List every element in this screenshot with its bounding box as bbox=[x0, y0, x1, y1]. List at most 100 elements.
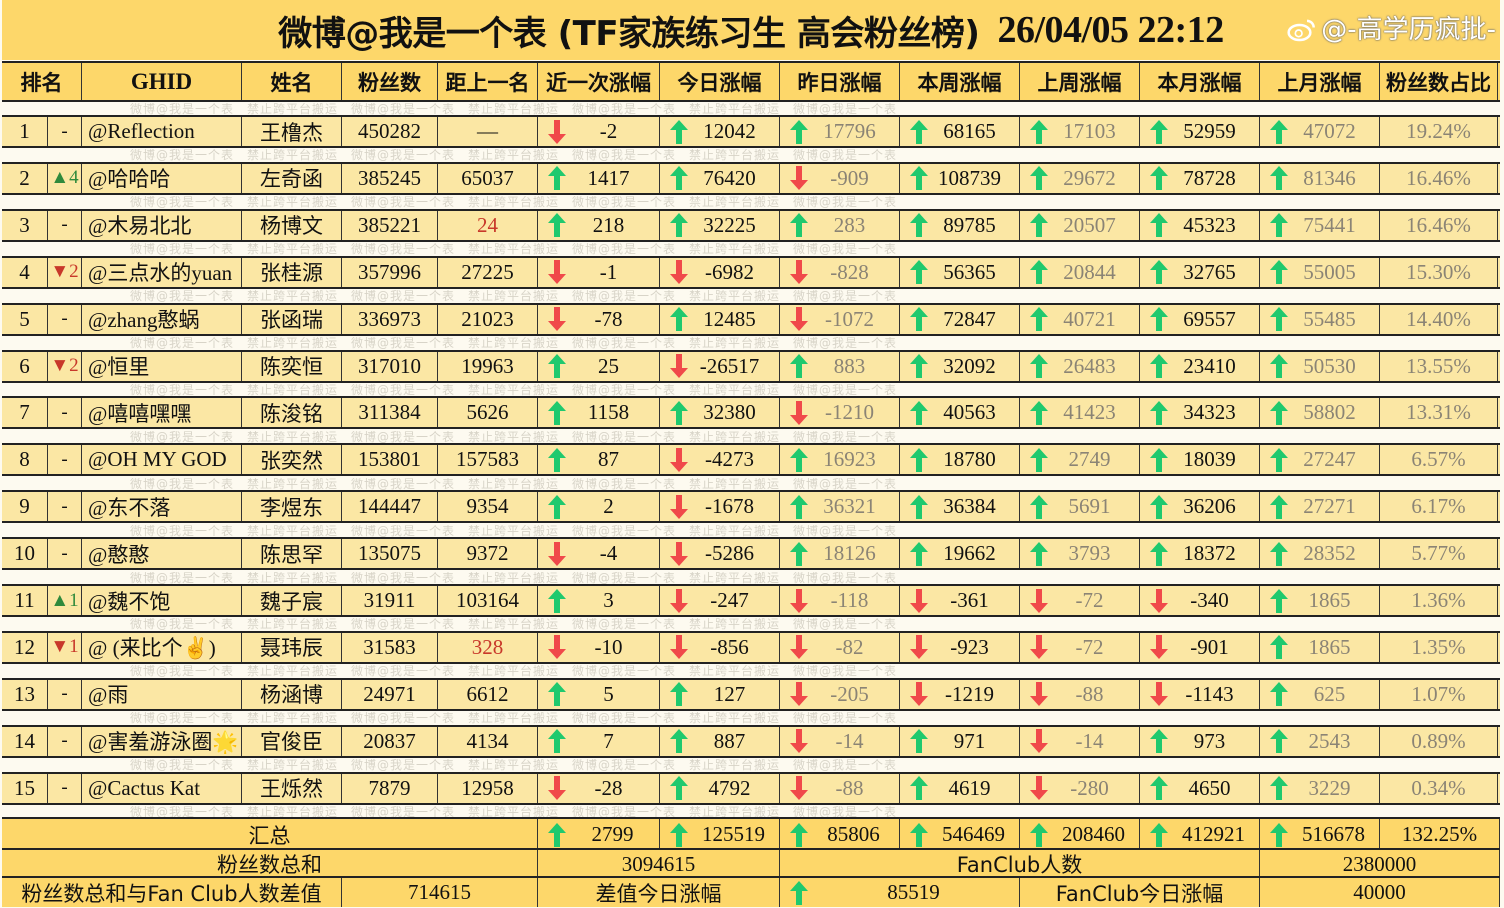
arrow-up-icon bbox=[910, 447, 928, 472]
ghid: @Cactus Kat bbox=[82, 773, 242, 803]
arrow-down-icon bbox=[670, 260, 688, 285]
column-header[interactable]: GHID bbox=[82, 63, 242, 100]
week-change: 89785 bbox=[900, 210, 1020, 240]
column-header[interactable]: 姓名 bbox=[242, 63, 342, 100]
member-name: 张桂源 bbox=[242, 257, 342, 287]
arrow-up-icon bbox=[1270, 354, 1288, 378]
footer-row: 粉丝数总和与Fan Club人数差值 714615 差值今日涨幅 85519 FanCl… bbox=[2, 876, 1500, 907]
summary-value: 2799 bbox=[538, 819, 660, 850]
watermark-text: 微博@我是一个表 禁止跨平台搬运 微博@我是一个表 禁止跨平台搬运 微博@我是一… bbox=[130, 337, 898, 349]
ghid: @OH MY GOD bbox=[82, 445, 242, 475]
watermark-text: 微博@我是一个表 禁止跨平台搬运 微博@我是一个表 禁止跨平台搬运 微博@我是一… bbox=[130, 149, 898, 162]
rank-change: - bbox=[48, 492, 82, 522]
footer-row: 汇总 2799 125519 85806 546469 208460 412921 51667… bbox=[2, 817, 1500, 850]
week-change: 108739 bbox=[900, 163, 1020, 193]
yesterday-change: -909 bbox=[780, 163, 900, 193]
fan-share: 6.17% bbox=[1380, 492, 1498, 522]
yesterday-change: 17796 bbox=[780, 117, 900, 146]
member-name: 杨涵博 bbox=[242, 679, 342, 709]
gap-to-previous: 21023 bbox=[438, 304, 538, 334]
fanclub-today-label: FanClub今日涨幅 bbox=[1020, 878, 1260, 907]
column-header[interactable]: 近一次涨幅 bbox=[538, 63, 660, 100]
last-month-change: 47072 bbox=[1260, 117, 1380, 146]
gap-to-previous: 4134 bbox=[438, 726, 538, 756]
member-name: 左奇函 bbox=[242, 163, 342, 193]
table-row: 2 ▲4 @哈哈哈 左奇函 385245 65037 1417 76420 -909 108739… bbox=[2, 161, 1500, 195]
fan-share: 0.34% bbox=[1380, 773, 1498, 803]
last-week-change: 29672 bbox=[1020, 163, 1140, 193]
watermark-text: 微博@我是一个表 禁止跨平台搬运 微博@我是一个表 禁止跨平台搬运 微博@我是一… bbox=[130, 571, 898, 584]
yesterday-change: -205 bbox=[780, 679, 900, 709]
gap-to-previous: 328 bbox=[438, 632, 538, 662]
column-header[interactable]: 排名 bbox=[2, 63, 82, 100]
arrow-up-icon bbox=[790, 213, 808, 238]
fan-count: 385221 bbox=[342, 210, 438, 240]
arrow-up-icon bbox=[548, 400, 566, 425]
fan-share: 6.57% bbox=[1380, 445, 1498, 475]
column-header[interactable]: 粉丝数 bbox=[342, 63, 438, 100]
watermark-text: 微博@我是一个表 禁止跨平台搬运 微博@我是一个表 禁止跨平台搬运 微博@我是一… bbox=[130, 806, 898, 818]
column-header[interactable]: 上周涨幅 bbox=[1020, 63, 1140, 100]
ghid: @ (来比个✌️) bbox=[82, 632, 242, 662]
rank: 8 bbox=[2, 445, 48, 475]
arrow-down-icon bbox=[1030, 682, 1048, 707]
member-name: 官俊臣 bbox=[242, 726, 342, 756]
column-header[interactable]: 粉丝数占比 bbox=[1380, 63, 1498, 100]
arrow-down-icon bbox=[1150, 588, 1168, 613]
diff-today: 85519 bbox=[780, 878, 1020, 907]
recent-change: 218 bbox=[538, 210, 660, 240]
column-header[interactable]: 上月涨幅 bbox=[1260, 63, 1380, 100]
column-header[interactable]: 本月涨幅 bbox=[1140, 63, 1260, 100]
month-change: 36206 bbox=[1140, 492, 1260, 522]
arrow-up-icon bbox=[670, 729, 688, 754]
yesterday-change: -88 bbox=[780, 773, 900, 803]
week-change: 68165 bbox=[900, 117, 1020, 146]
column-header[interactable]: 距上一名 bbox=[438, 63, 538, 100]
today-change: -26517 bbox=[660, 351, 780, 381]
rank-change: - bbox=[48, 539, 82, 569]
arrow-up-icon bbox=[790, 822, 808, 847]
week-change: -923 bbox=[900, 632, 1020, 662]
arrow-down-icon bbox=[790, 635, 808, 660]
rank-change: - bbox=[48, 398, 82, 428]
arrow-up-icon bbox=[1270, 400, 1288, 425]
yesterday-change: -1210 bbox=[780, 398, 900, 428]
fan-count: 317010 bbox=[342, 351, 438, 381]
yesterday-change: 18126 bbox=[780, 539, 900, 569]
diff-value: 714615 bbox=[342, 878, 538, 907]
summary-value: 125519 bbox=[660, 819, 780, 850]
column-header[interactable]: 本周涨幅 bbox=[900, 63, 1020, 100]
watermark-text: 微博@我是一个表 禁止跨平台搬运 微博@我是一个表 禁止跨平台搬运 微博@我是一… bbox=[130, 618, 898, 631]
gap-to-previous: 24 bbox=[438, 210, 538, 240]
watermark-text: 微博@我是一个表 禁止跨平台搬运 微博@我是一个表 禁止跨平台搬运 微博@我是一… bbox=[130, 712, 898, 725]
column-header[interactable]: 昨日涨幅 bbox=[780, 63, 900, 100]
gap-to-previous: 27225 bbox=[438, 257, 538, 287]
arrow-up-icon bbox=[790, 119, 808, 144]
yesterday-change: 283 bbox=[780, 210, 900, 240]
table-row: 11 ▲1 @魏不饱 魏子宸 31911 103164 3 -247 -118 -361 -72 -3… bbox=[2, 584, 1500, 617]
fan-share: 5.77% bbox=[1380, 539, 1498, 569]
member-name: 陈浚铭 bbox=[242, 398, 342, 428]
recent-change: 3 bbox=[538, 586, 660, 615]
arrow-up-icon bbox=[1150, 166, 1168, 191]
watermark-text: 微博@我是一个表 禁止跨平台搬运 微博@我是一个表 禁止跨平台搬运 微博@我是一… bbox=[130, 477, 898, 490]
month-change: -340 bbox=[1140, 586, 1260, 615]
arrow-up-icon bbox=[548, 447, 566, 472]
arrow-up-icon bbox=[670, 822, 688, 847]
today-change: 4792 bbox=[660, 773, 780, 803]
last-month-change: 75441 bbox=[1260, 210, 1380, 240]
month-change: -1143 bbox=[1140, 679, 1260, 709]
arrow-down-icon bbox=[790, 166, 808, 191]
fan-count: 24971 bbox=[342, 679, 438, 709]
fanclub-count: 2380000 bbox=[1260, 850, 1500, 878]
column-header[interactable]: 今日涨幅 bbox=[660, 63, 780, 100]
arrow-down-icon bbox=[1150, 682, 1168, 707]
arrow-up-icon bbox=[910, 119, 928, 144]
rank: 15 bbox=[2, 773, 48, 803]
month-change: 69557 bbox=[1140, 304, 1260, 334]
arrow-up-icon bbox=[1270, 729, 1288, 754]
last-month-change: 58802 bbox=[1260, 398, 1380, 428]
arrow-up-icon bbox=[1030, 260, 1048, 285]
arrow-up-icon bbox=[1030, 119, 1048, 144]
arrow-up-icon bbox=[1150, 541, 1168, 566]
